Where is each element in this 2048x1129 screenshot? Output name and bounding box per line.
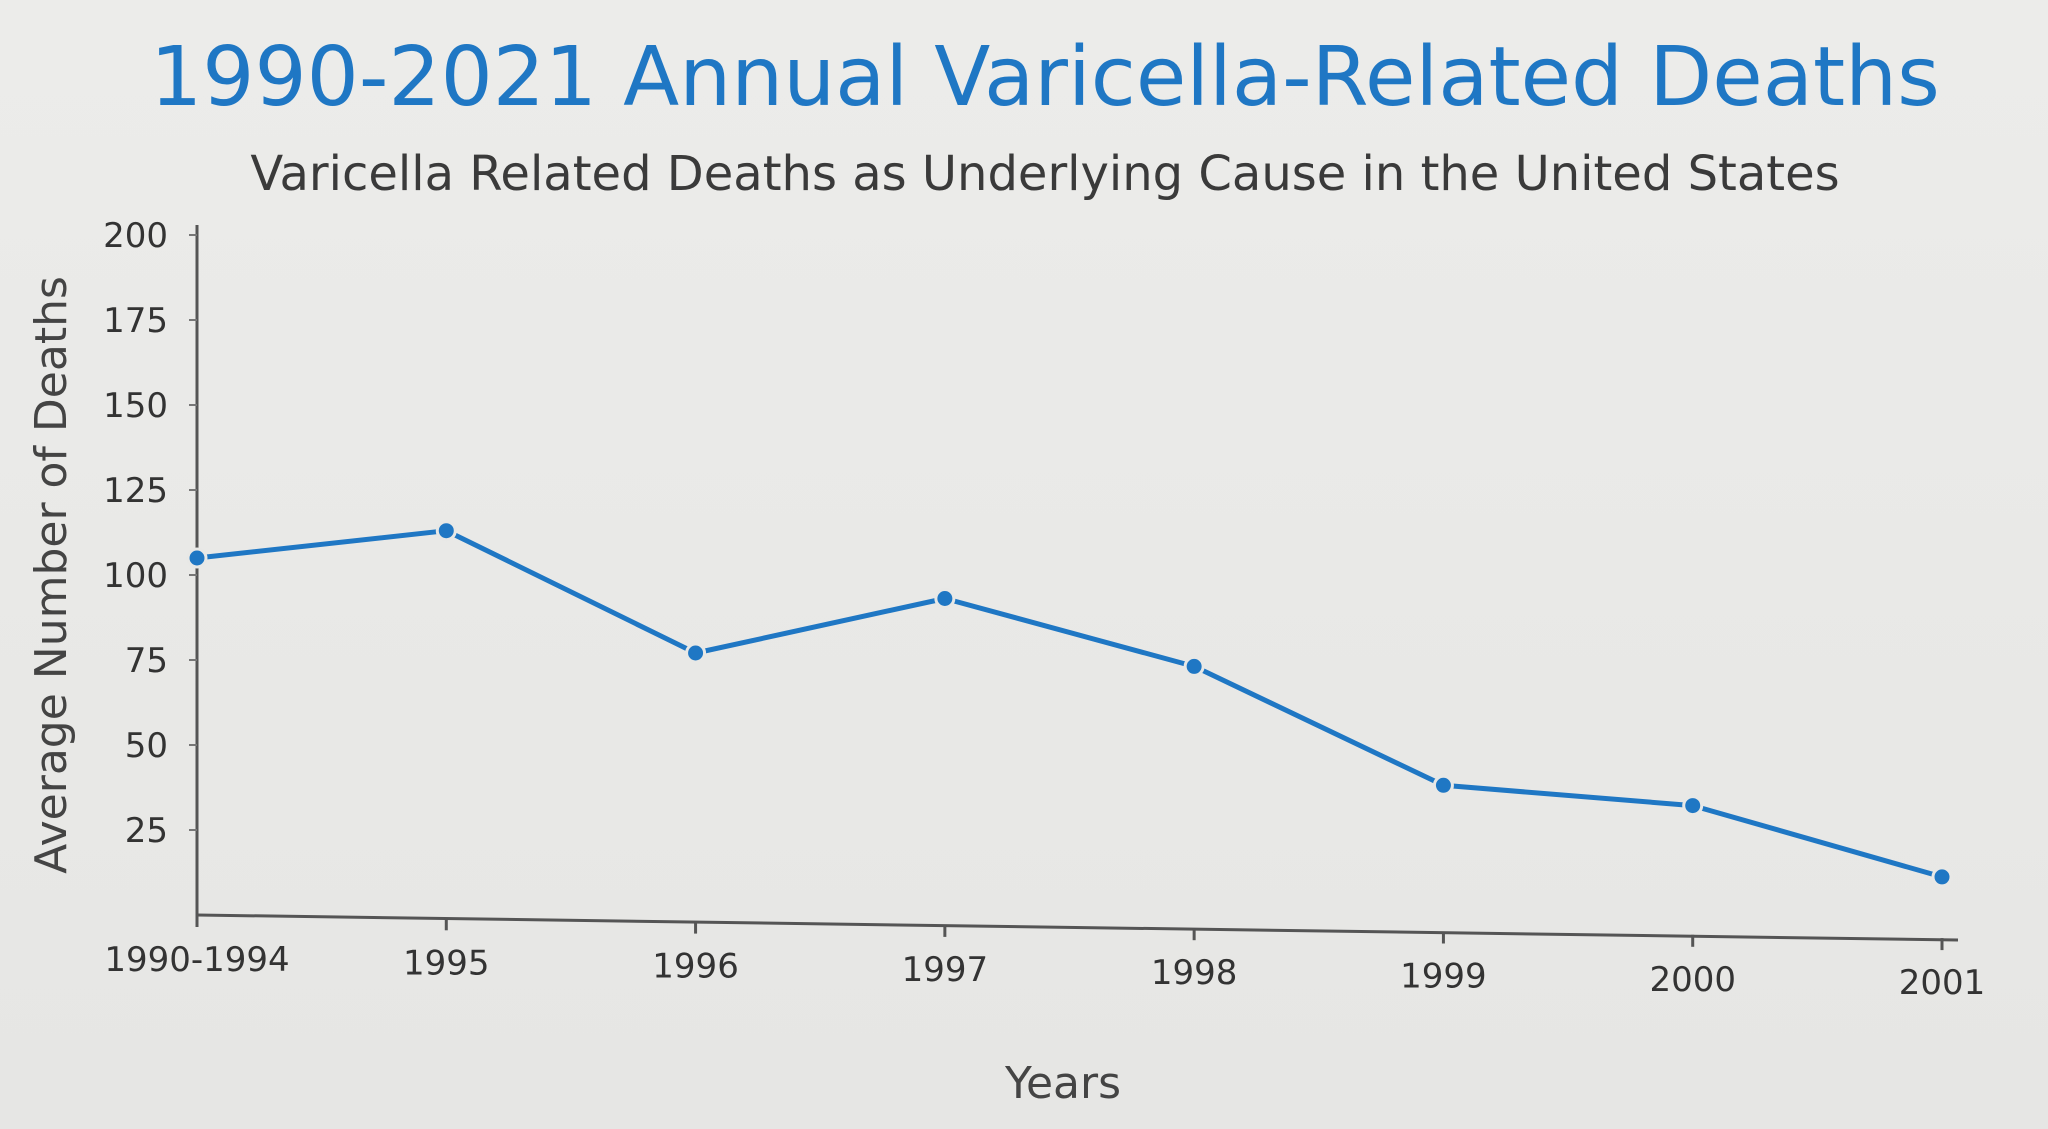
chart-title: 1990-2021 Annual Varicella-Related Death… [150,30,1940,125]
y-tick-label: 200 [103,216,168,256]
x-tick-label: 1996 [652,947,739,987]
x-axis-label: Years [1004,1058,1121,1109]
data-point [934,588,956,609]
data-point [685,642,707,664]
x-tick-label: 2000 [1649,960,1736,1000]
x-tick-label: 2001 [1899,963,1986,1003]
x-tick-label: 1999 [1400,957,1487,997]
data-points [186,520,1953,888]
data-point [1183,655,1205,677]
data-point [1432,774,1454,796]
x-tick-label: 1995 [403,943,490,983]
x-axis-line [196,913,1959,942]
x-ticks: 1990-1994 1995 1996 1997 1998 1999 2000 2001 [104,915,1985,1003]
y-tick-label: 25 [125,811,168,851]
data-point [435,520,457,542]
y-tick-label: 150 [103,386,168,426]
data-point [186,547,208,569]
data-point [1931,866,1953,888]
y-tick-label: 125 [103,471,168,511]
y-tick-label: 50 [125,726,168,766]
series-line [196,528,1943,880]
x-tick-label: 1997 [902,950,989,990]
y-ticks: 25 50 75 100 125 150 175 200 [103,216,197,851]
y-tick-label: 175 [103,301,168,341]
data-point [1682,795,1704,817]
x-tick-label: 1998 [1151,953,1238,993]
y-axis-label: Average Number of Deaths [26,276,77,874]
chart-subtitle: Varicella Related Deaths as Underlying C… [250,146,1839,202]
y-tick-label: 75 [125,641,168,681]
x-tick-label: 1990-1994 [104,940,289,980]
y-tick-label: 100 [103,556,168,596]
